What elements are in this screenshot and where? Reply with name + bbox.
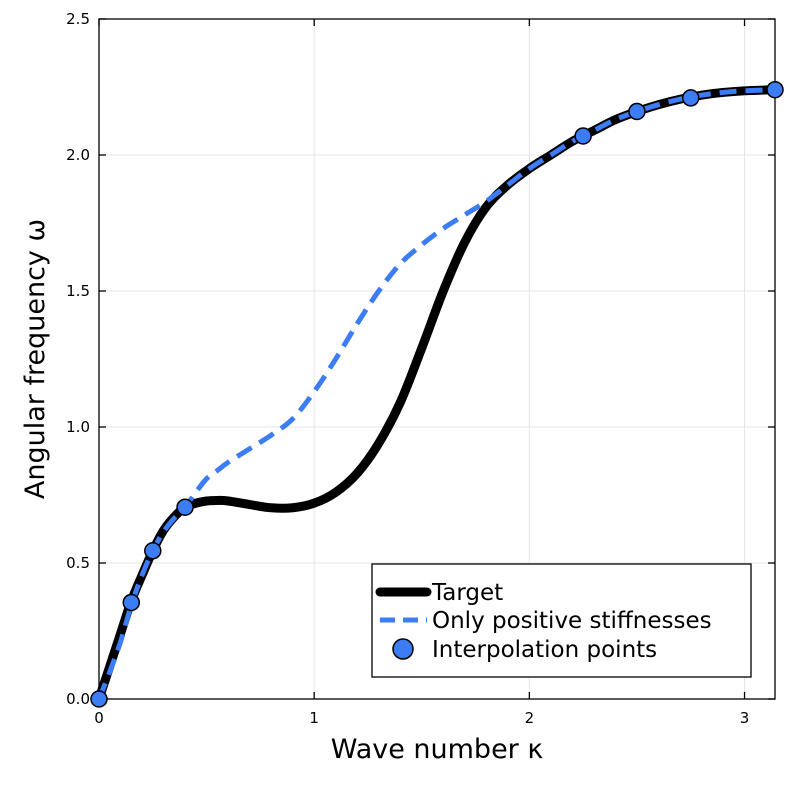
interpolation-point: [574, 127, 592, 145]
legend-box: [371, 563, 752, 678]
x-tick-label: 0: [94, 709, 104, 727]
y-tick-label: 0.0: [66, 690, 90, 708]
interpolation-point: [122, 593, 141, 612]
y-tick-label: 1.0: [66, 418, 90, 436]
y-axis-title: Angular frequency ω: [20, 219, 51, 499]
interpolation-point: [176, 498, 194, 516]
interpolation-point: [144, 542, 162, 560]
interpolation-point: [90, 690, 108, 708]
y-tick-label: 0.5: [66, 554, 90, 572]
interpolation-points: [90, 80, 784, 708]
legend-label-interpolation-points: Interpolation points: [432, 637, 657, 663]
legend-label-target: Target: [431, 580, 503, 606]
x-tick-label: 3: [740, 709, 750, 727]
plot-frame: [98, 18, 776, 700]
y-tick-label: 1.5: [66, 282, 90, 300]
legend-label-positive-stiffness: Only positive stiffnesses: [432, 608, 712, 634]
legend: Target Only positive stiffnesses Interpo…: [371, 563, 752, 678]
y-tick-label: 2.5: [66, 10, 90, 28]
interpolation-point: [628, 102, 646, 121]
interpolation-point: [681, 89, 700, 107]
x-tick-label: 1: [309, 709, 319, 727]
y-tick-label: 2.0: [66, 146, 90, 164]
interpolation-point: [766, 80, 784, 99]
legend-swatch-interpolation-points: [392, 638, 414, 660]
axis-ticks: 0 1 2 3 0.0 0.5 1.0 1.5 2.0 2.5: [66, 10, 775, 727]
x-tick-label: 2: [525, 709, 535, 727]
x-axis-title: Wave number κ: [331, 734, 544, 765]
